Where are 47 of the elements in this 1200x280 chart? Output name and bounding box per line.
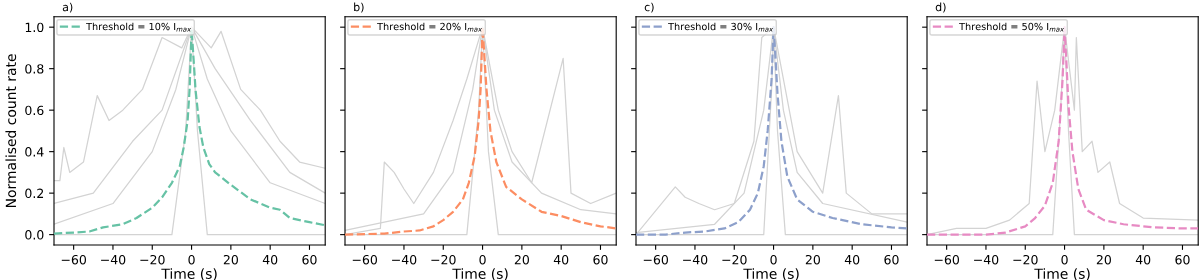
x-tick-label: −40 xyxy=(683,254,708,265)
y-tick-label: 0.8 xyxy=(25,64,44,74)
x-tick-label: 40 xyxy=(1135,254,1151,265)
x-tick-label: 60 xyxy=(884,254,899,265)
y-tick-label: 0.2 xyxy=(25,188,44,199)
x-tick-label: −40 xyxy=(392,254,417,265)
x-axis-title: Time (s) xyxy=(161,268,217,280)
x-tick-label: 20 xyxy=(223,254,238,265)
x-tick-label: 40 xyxy=(262,254,278,265)
legend-label: Threshold = 50% I$_{max}$ xyxy=(959,22,1065,32)
x-tick-label: −20 xyxy=(722,254,747,265)
x-tick-label: −20 xyxy=(431,254,456,265)
x-tick-label: 0 xyxy=(188,254,195,265)
x-tick-label: −20 xyxy=(140,254,165,265)
chart-title: c) xyxy=(644,2,654,13)
y-tick-label: 1.0 xyxy=(25,22,44,33)
legend-label: Threshold = 10% I$_{max}$ xyxy=(86,22,192,32)
x-axis-title: Time (s) xyxy=(452,268,508,280)
x-axis-title: Time (s) xyxy=(1034,268,1090,280)
chart-title: b) xyxy=(354,2,364,13)
chart-title: d) xyxy=(935,2,946,13)
x-tick-label: −60 xyxy=(61,254,87,265)
x-tick-label: 60 xyxy=(1175,254,1190,265)
chart-title: a) xyxy=(62,2,73,13)
x-tick-label: −60 xyxy=(352,254,378,265)
y-tick-label: 0.6 xyxy=(25,105,44,116)
x-tick-label: 40 xyxy=(844,254,860,265)
legend-label: Threshold = 30% I$_{max}$ xyxy=(668,22,774,32)
x-tick-label: 20 xyxy=(514,254,529,265)
x-axis-title: Time (s) xyxy=(743,268,799,280)
x-tick-label: −40 xyxy=(101,254,126,265)
x-tick-label: 60 xyxy=(593,254,608,265)
x-tick-label: 0 xyxy=(1061,254,1068,265)
x-tick-label: 0 xyxy=(770,254,777,265)
x-tick-label: −20 xyxy=(1013,254,1038,265)
x-tick-label: 0 xyxy=(479,254,486,265)
x-tick-label: 20 xyxy=(1096,254,1111,265)
x-tick-label: 40 xyxy=(553,254,569,265)
x-tick-label: −60 xyxy=(934,254,960,265)
x-tick-label: −40 xyxy=(974,254,999,265)
y-axis-title: Normalised count rate xyxy=(5,54,17,207)
y-tick-label: 0.0 xyxy=(25,230,44,240)
x-tick-label: 20 xyxy=(805,254,820,265)
y-tick-label: 0.4 xyxy=(25,147,44,157)
x-tick-label: −60 xyxy=(643,254,669,265)
x-tick-label: 60 xyxy=(302,254,317,265)
legend-label: Threshold = 20% I$_{max}$ xyxy=(377,22,483,32)
